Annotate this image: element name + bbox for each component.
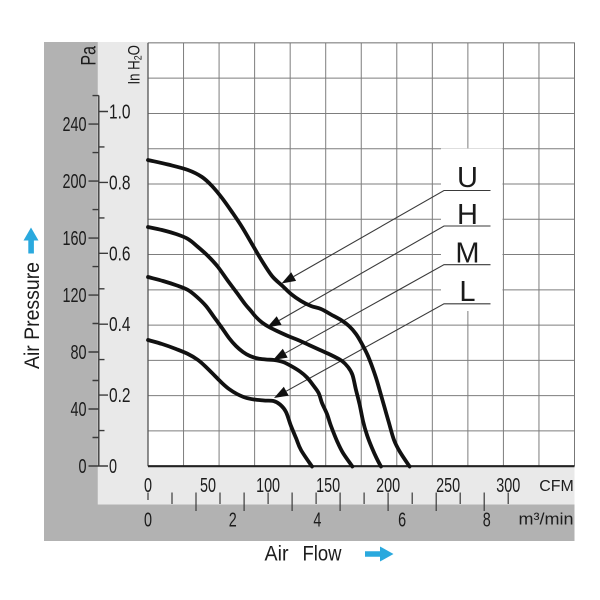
svg-text:Air Pressure: Air Pressure — [20, 262, 44, 369]
svg-text:1.0: 1.0 — [109, 102, 131, 124]
svg-text:H: H — [457, 199, 478, 231]
svg-text:0.6: 0.6 — [109, 243, 131, 265]
svg-text:50: 50 — [200, 475, 216, 497]
svg-text:Flow: Flow — [303, 543, 343, 566]
svg-text:Air: Air — [265, 543, 289, 566]
svg-text:CFM: CFM — [539, 478, 574, 495]
svg-text:100: 100 — [256, 475, 280, 497]
svg-text:200: 200 — [63, 171, 87, 193]
svg-text:0.4: 0.4 — [109, 314, 131, 336]
svg-text:0.2: 0.2 — [109, 385, 131, 407]
svg-text:150: 150 — [316, 475, 340, 497]
svg-text:80: 80 — [71, 342, 87, 364]
svg-text:6: 6 — [398, 510, 406, 532]
svg-text:L: L — [459, 276, 475, 308]
svg-text:160: 160 — [63, 228, 87, 250]
svg-text:0: 0 — [109, 456, 117, 478]
svg-text:m³/min: m³/min — [519, 511, 574, 529]
svg-text:In H2O: In H2O — [125, 45, 145, 84]
svg-text:4: 4 — [313, 510, 321, 532]
svg-text:0: 0 — [144, 510, 152, 532]
svg-text:U: U — [457, 162, 478, 194]
svg-text:300: 300 — [496, 475, 520, 497]
svg-text:200: 200 — [376, 475, 400, 497]
svg-text:Pa: Pa — [77, 46, 101, 66]
svg-text:2: 2 — [229, 510, 237, 532]
svg-text:240: 240 — [63, 114, 87, 136]
svg-text:250: 250 — [436, 475, 460, 497]
svg-text:0: 0 — [144, 475, 152, 497]
svg-text:120: 120 — [63, 285, 87, 307]
svg-text:0.8: 0.8 — [109, 172, 131, 194]
svg-text:M: M — [455, 238, 479, 270]
svg-text:40: 40 — [71, 399, 87, 421]
svg-text:8: 8 — [483, 510, 491, 532]
svg-text:0: 0 — [79, 456, 87, 478]
